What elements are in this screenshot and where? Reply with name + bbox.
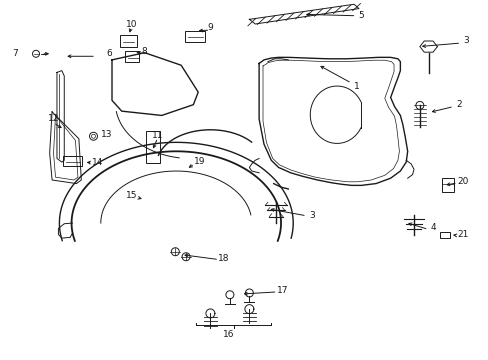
Text: 18: 18 bbox=[218, 254, 229, 263]
Text: 5: 5 bbox=[358, 10, 364, 19]
Text: 19: 19 bbox=[194, 157, 205, 166]
Bar bbox=[124, 51, 139, 62]
Bar bbox=[441, 178, 453, 192]
Text: 1: 1 bbox=[353, 82, 359, 91]
Text: 11: 11 bbox=[152, 131, 163, 140]
Text: 14: 14 bbox=[92, 158, 103, 167]
Text: 13: 13 bbox=[101, 130, 113, 139]
Bar bbox=[439, 232, 449, 238]
Bar bbox=[120, 35, 137, 47]
Text: 4: 4 bbox=[430, 223, 435, 232]
Text: 16: 16 bbox=[223, 330, 234, 339]
Text: 3: 3 bbox=[462, 36, 468, 45]
Text: 20: 20 bbox=[456, 177, 468, 186]
Bar bbox=[146, 131, 160, 163]
Text: 17: 17 bbox=[276, 286, 287, 295]
Bar bbox=[184, 31, 204, 41]
Text: 9: 9 bbox=[207, 23, 213, 32]
Text: 10: 10 bbox=[125, 19, 137, 28]
Text: 8: 8 bbox=[142, 47, 147, 56]
Text: 7: 7 bbox=[13, 49, 19, 58]
Text: 2: 2 bbox=[455, 100, 461, 109]
Text: 3: 3 bbox=[308, 211, 314, 220]
Text: 6: 6 bbox=[106, 49, 112, 58]
Text: 21: 21 bbox=[456, 230, 468, 239]
Bar bbox=[63, 156, 81, 166]
Text: 12: 12 bbox=[48, 114, 59, 123]
Text: 15: 15 bbox=[125, 190, 137, 199]
